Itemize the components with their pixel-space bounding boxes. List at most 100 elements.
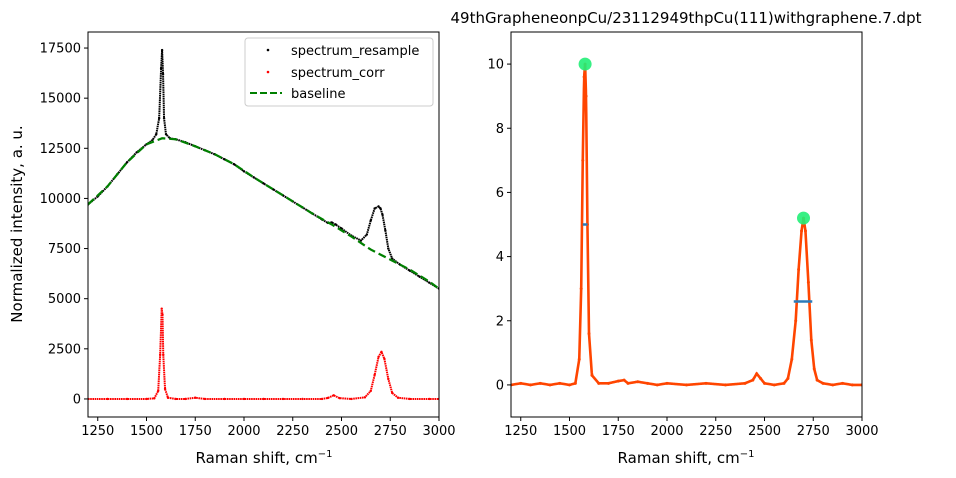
data-point xyxy=(384,229,387,232)
x-tick-label: 2000 xyxy=(227,424,260,439)
data-point xyxy=(162,117,166,120)
data-point xyxy=(803,229,807,233)
series-baseline xyxy=(88,137,439,290)
data-point xyxy=(743,381,747,385)
data-point xyxy=(281,397,285,401)
x-tick-label: 2250 xyxy=(699,424,732,439)
x-tick-label: 2750 xyxy=(797,424,830,439)
legend-marker-spectrum-corr xyxy=(266,70,270,74)
left-axes: 1250 1500 1750 2000 2250 2500 2750 3000 0 2500 50… xyxy=(8,31,456,467)
data-point xyxy=(387,247,390,250)
data-point xyxy=(809,338,813,342)
legend-label-spectrum-resample: spectrum_resample xyxy=(291,44,419,59)
data-point xyxy=(359,239,363,242)
data-point xyxy=(301,397,304,401)
data-point xyxy=(158,353,162,357)
x-tick-label: 1500 xyxy=(130,424,163,439)
data-point xyxy=(145,397,148,401)
data-point xyxy=(782,381,786,385)
data-point xyxy=(607,381,610,385)
x-tick-label: 2500 xyxy=(748,424,781,439)
y-tick-label: 4 xyxy=(496,250,504,265)
data-point xyxy=(831,383,835,387)
data-point xyxy=(157,389,160,393)
data-point xyxy=(759,377,763,380)
legend-label-baseline: baseline xyxy=(291,87,345,102)
x-tick-label: 2250 xyxy=(276,424,309,439)
y-tick-label: 15000 xyxy=(40,92,81,107)
data-point xyxy=(529,383,532,387)
x-tick-label: 1750 xyxy=(179,424,212,439)
y-tick-label: 2500 xyxy=(48,342,81,357)
data-point xyxy=(350,397,353,401)
right-x-axis-label: Raman shift, cm−1 xyxy=(618,449,755,467)
data-point xyxy=(125,397,129,401)
data-point xyxy=(262,397,265,401)
data-point xyxy=(157,117,161,120)
left-y-axis-label: Normalized intensity, a. u. xyxy=(8,125,26,322)
data-point xyxy=(772,383,776,387)
data-point xyxy=(428,397,431,401)
data-point xyxy=(584,94,588,98)
data-point xyxy=(334,223,337,226)
x-tick-label: 1250 xyxy=(81,424,114,439)
data-point xyxy=(665,381,669,385)
peak-marker xyxy=(797,211,810,225)
data-point xyxy=(332,394,335,397)
data-point xyxy=(579,287,583,291)
data-point xyxy=(377,205,380,208)
data-point xyxy=(162,353,165,357)
data-point xyxy=(161,72,165,76)
x-tick-label: 3000 xyxy=(845,424,878,439)
data-point xyxy=(194,396,197,399)
right-chart-title: 49thGrapheneonpCu/23112949thpCu(111)with… xyxy=(451,9,922,27)
x-tick-label: 2000 xyxy=(650,424,683,439)
data-point xyxy=(597,381,601,385)
legend-marker-spectrum-resample xyxy=(266,48,270,52)
y-tick-label: 7500 xyxy=(48,242,81,257)
data-point xyxy=(636,380,640,384)
data-point xyxy=(396,396,400,399)
data-point xyxy=(428,281,431,284)
y-tick-label: 12500 xyxy=(40,142,81,157)
data-point xyxy=(184,397,187,401)
data-point xyxy=(155,133,158,136)
data-point xyxy=(587,332,591,336)
series-spectrum-corr xyxy=(88,307,439,401)
data-point xyxy=(790,357,794,361)
data-point xyxy=(685,383,688,387)
data-point xyxy=(763,381,766,385)
x-tick-label: 3000 xyxy=(422,424,455,439)
data-point xyxy=(391,391,394,395)
data-point xyxy=(755,372,759,376)
data-point xyxy=(369,219,372,222)
y-tick-label: 0 xyxy=(73,392,81,407)
data-point xyxy=(850,383,854,387)
data-point xyxy=(797,267,801,271)
data-point xyxy=(724,383,727,387)
data-point xyxy=(381,213,384,216)
y-tick-label: 5000 xyxy=(48,292,81,307)
data-point xyxy=(751,378,755,382)
y-tick-label: 10000 xyxy=(40,192,81,207)
data-point xyxy=(363,396,367,399)
baseline-line xyxy=(88,137,439,290)
y-tick-label: 17500 xyxy=(40,42,81,57)
data-point xyxy=(812,367,816,371)
data-point xyxy=(800,229,804,233)
data-point xyxy=(373,207,376,210)
data-point xyxy=(373,373,376,377)
data-point xyxy=(626,381,630,385)
x-tick-label: 1750 xyxy=(602,424,635,439)
data-point xyxy=(387,377,390,381)
data-point xyxy=(590,373,594,377)
data-point xyxy=(163,387,167,391)
legend-box xyxy=(244,37,434,107)
data-point xyxy=(161,313,164,316)
data-point xyxy=(252,176,255,179)
legend: spectrum_resample spectrum_corr baseline xyxy=(244,37,434,107)
data-point xyxy=(377,355,380,359)
y-tick-label: 6 xyxy=(496,186,504,201)
data-point xyxy=(338,396,341,400)
